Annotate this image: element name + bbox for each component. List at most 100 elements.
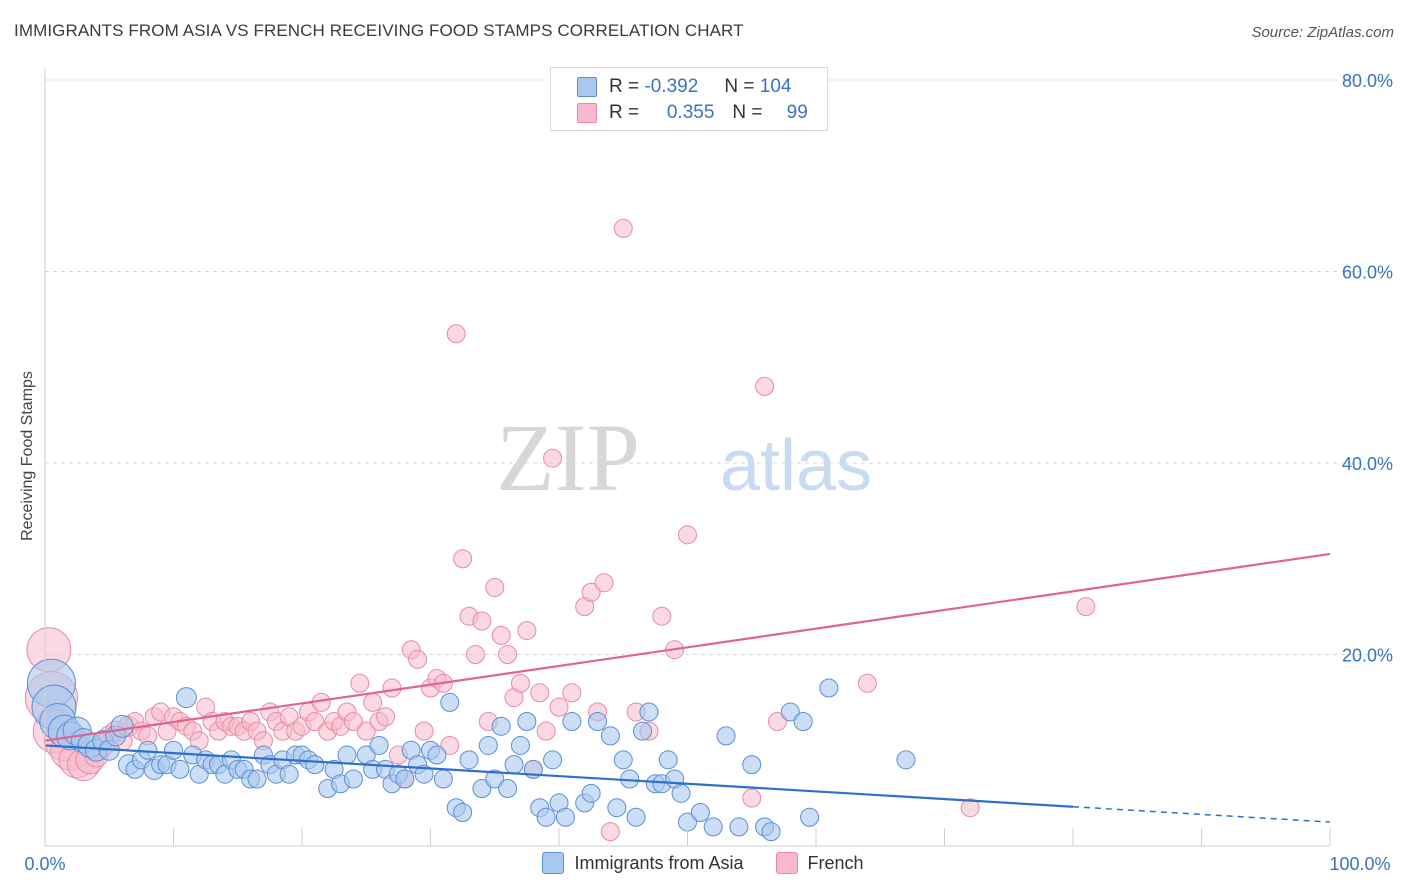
asia-point (343, 769, 363, 789)
french-point (305, 712, 325, 732)
french-point (600, 822, 620, 842)
n-label: N = (724, 76, 755, 97)
asia-point (414, 764, 434, 784)
french-point (350, 673, 370, 693)
y-tick-label: 80.0% (1342, 71, 1393, 91)
french-point (960, 798, 980, 818)
r-value-french: 0.355 (666, 102, 715, 123)
french-point (517, 621, 537, 641)
asia-point (536, 807, 556, 827)
legend-swatch-asia (542, 852, 565, 874)
r-label: R = (609, 76, 640, 97)
r-value-asia: -0.392 (644, 76, 699, 97)
french-point (510, 673, 530, 693)
asia-point (427, 745, 447, 765)
asia-point (600, 726, 620, 746)
french-point (363, 692, 383, 712)
french-point (742, 788, 762, 808)
french-point (414, 721, 434, 741)
french-point (581, 582, 601, 602)
french-point (343, 712, 363, 732)
french-point (408, 649, 428, 669)
asia-point (761, 822, 781, 842)
asia-point (780, 702, 800, 722)
chart-title: IMMIGRANTS FROM ASIA VS FRENCH RECEIVING… (14, 21, 744, 40)
french-point (652, 606, 672, 626)
legend-label-asia: Immigrants from Asia (574, 852, 744, 873)
series-legend: Immigrants from Asia French (0, 852, 1406, 874)
legend-swatch-french (775, 852, 798, 874)
asia-point (703, 817, 723, 837)
asia-point (690, 802, 710, 822)
french-point (472, 611, 492, 631)
asia-point (485, 769, 505, 789)
french-point (440, 735, 460, 755)
asia-point (607, 798, 627, 818)
asia-point (478, 735, 498, 755)
french-point (543, 448, 563, 468)
asia-point (819, 678, 839, 698)
french-point (755, 376, 775, 396)
asia-point (588, 712, 608, 732)
asia-point (395, 769, 415, 789)
watermark-atlas: atlas (720, 426, 872, 506)
asia-point (504, 755, 524, 775)
asia-point (459, 750, 479, 770)
french-point (562, 683, 582, 703)
french-point (382, 678, 402, 698)
french-point (491, 625, 511, 645)
french-point (530, 683, 550, 703)
asia-point (517, 712, 537, 732)
asia-point (164, 740, 183, 760)
stats-row-asia: R = -0.392 N = 104 (577, 74, 791, 100)
asia-point (581, 783, 601, 803)
french-point (356, 721, 376, 741)
asia-point (472, 779, 492, 799)
asia-point (369, 735, 389, 755)
chart-source: Source: ZipAtlas.com (1251, 24, 1394, 41)
watermark-zip: ZIP (496, 404, 640, 511)
y-tick-label: 60.0% (1342, 263, 1393, 283)
asia-point (491, 716, 511, 736)
legend-item-french[interactable]: French (775, 852, 864, 874)
trend-lines (44, 552, 1331, 823)
x-tick-label-max: 100.0% (1329, 854, 1390, 874)
grid-lines (45, 79, 1392, 655)
r-label: R = (609, 102, 640, 123)
french-point (857, 673, 877, 693)
french-point (1076, 597, 1096, 617)
asia-point (742, 755, 762, 775)
x-tick-label-min: 0.0% (24, 854, 65, 874)
legend-swatch-french (577, 103, 597, 123)
asia-point (562, 712, 582, 732)
asia-point (626, 807, 646, 827)
asia-point (729, 817, 749, 837)
asia-point (175, 687, 197, 709)
french-point (376, 707, 396, 727)
asia-point (671, 783, 691, 803)
french-point (465, 645, 485, 664)
french-point (549, 697, 569, 717)
asia-point (800, 807, 820, 827)
asia-point (510, 735, 530, 755)
asia-point (633, 721, 653, 741)
y-tick-label: 40.0% (1342, 454, 1393, 474)
asia-trend-line-extension (1072, 805, 1331, 823)
asia-point (453, 802, 473, 822)
y-tick-label: 20.0% (1342, 646, 1393, 666)
asia-point (247, 769, 267, 789)
watermark: ZIP atlas (496, 404, 872, 511)
tick-labels: 20.0% 40.0% 60.0% 80.0% 0.0% 100.0% (24, 71, 1393, 874)
asia-trend-line (44, 744, 1074, 808)
legend-swatch-asia (577, 77, 597, 97)
asia-point (716, 726, 736, 746)
legend-item-asia[interactable]: Immigrants from Asia (542, 852, 744, 874)
french-point (485, 577, 505, 597)
french-points (24, 218, 1096, 842)
n-value-asia: 104 (759, 76, 792, 97)
asia-point (337, 745, 357, 765)
n-label: N = (732, 102, 763, 123)
asia-point (639, 702, 659, 722)
asia-point (658, 750, 678, 770)
